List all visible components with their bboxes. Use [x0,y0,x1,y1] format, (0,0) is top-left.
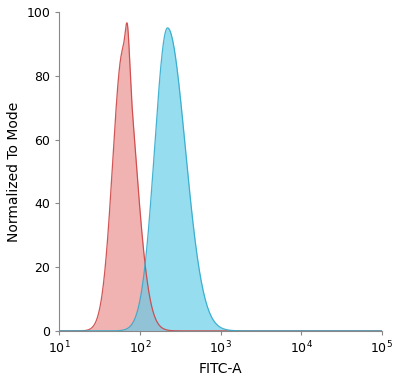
X-axis label: FITC-A: FITC-A [199,362,242,376]
Y-axis label: Normalized To Mode: Normalized To Mode [7,101,21,242]
